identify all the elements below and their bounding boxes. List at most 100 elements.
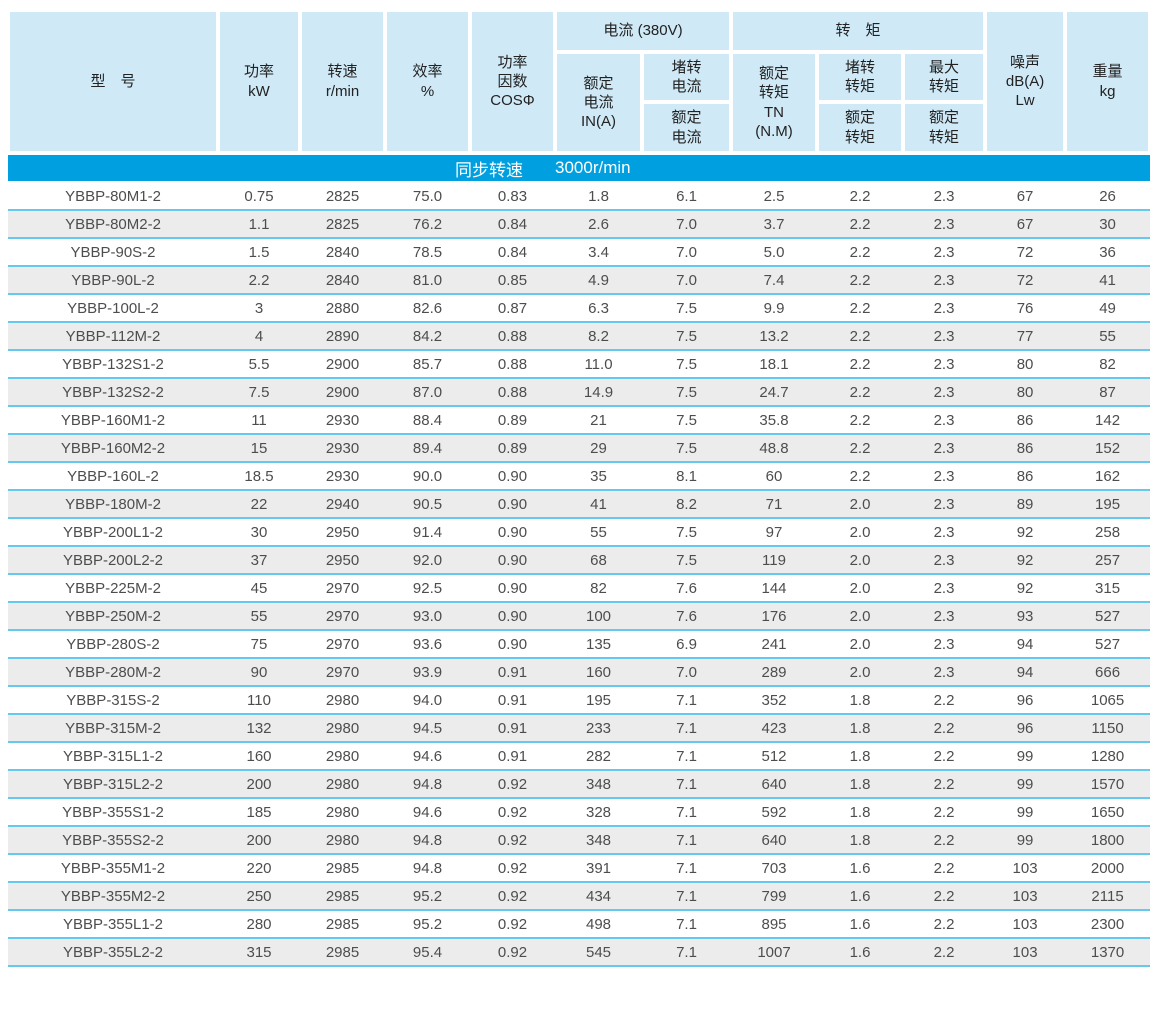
model-cell: YBBP-315L2-2 <box>8 771 218 799</box>
value-cell: 4 <box>218 323 300 351</box>
value-cell: 2825 <box>300 211 385 239</box>
value-cell: 91.4 <box>385 519 470 547</box>
value-cell: 94.0 <box>385 687 470 715</box>
value-cell: 94.5 <box>385 715 470 743</box>
value-cell: 41 <box>555 491 642 519</box>
header-group-row: 型 号 功率 kW 转速 r/min 效率 % 功率 因数 COSΦ 电流 (3… <box>8 10 1151 153</box>
value-cell: 315 <box>1065 575 1151 603</box>
value-cell: 1570 <box>1065 771 1151 799</box>
value-cell: 87.0 <box>385 379 470 407</box>
value-cell: 195 <box>1065 491 1151 519</box>
value-cell: 3.4 <box>555 239 642 267</box>
value-cell: 2.3 <box>903 323 986 351</box>
value-cell: 92 <box>985 519 1066 547</box>
value-cell: 2.2 <box>817 435 904 463</box>
model-cell: YBBP-355L1-2 <box>8 911 218 939</box>
value-cell: 2840 <box>300 239 385 267</box>
sync-speed-band-cell: 同步转速 3000r/min <box>8 153 1151 183</box>
value-cell: 93.9 <box>385 659 470 687</box>
value-cell: 85.7 <box>385 351 470 379</box>
value-cell: 96 <box>985 687 1066 715</box>
value-cell: 512 <box>731 743 818 771</box>
value-cell: 1.8 <box>817 715 904 743</box>
value-cell: 2900 <box>300 351 385 379</box>
table-row: YBBP-225M-2 45 2970 92.5 0.90 82 7.6 144 2.0 2.3 9… <box>8 575 1151 603</box>
value-cell: 2.3 <box>903 463 986 491</box>
value-cell: 527 <box>1065 603 1151 631</box>
value-cell: 55 <box>1065 323 1151 351</box>
value-cell: 258 <box>1065 519 1151 547</box>
table-header: 型 号 功率 kW 转速 r/min 效率 % 功率 因数 COSΦ 电流 (3… <box>8 10 1151 153</box>
col-header-speed: 转速 r/min <box>300 10 385 153</box>
value-cell: 94.6 <box>385 799 470 827</box>
value-cell: 2980 <box>300 743 385 771</box>
model-cell: YBBP-80M1-2 <box>8 183 218 211</box>
value-cell: 2.3 <box>903 603 986 631</box>
value-cell: 2.3 <box>903 631 986 659</box>
table-row: YBBP-90L-2 2.2 2840 81.0 0.85 4.9 7.0 7.4 2.2 2.3… <box>8 267 1151 295</box>
value-cell: 2.3 <box>903 407 986 435</box>
value-cell: 89.4 <box>385 435 470 463</box>
model-cell: YBBP-90L-2 <box>8 267 218 295</box>
col-header-max-torque-denominator: 额定 转矩 <box>903 102 986 153</box>
value-cell: 2.0 <box>817 547 904 575</box>
value-cell: 2985 <box>300 855 385 883</box>
value-cell: 95.2 <box>385 911 470 939</box>
value-cell: 2.0 <box>817 491 904 519</box>
value-cell: 348 <box>555 827 642 855</box>
col-header-weight: 重量 kg <box>1065 10 1151 153</box>
value-cell: 80 <box>985 379 1066 407</box>
value-cell: 592 <box>731 799 818 827</box>
value-cell: 55 <box>555 519 642 547</box>
value-cell: 1370 <box>1065 939 1151 967</box>
value-cell: 2.2 <box>903 799 986 827</box>
value-cell: 29 <box>555 435 642 463</box>
sync-speed-label: 同步转速 <box>455 160 523 180</box>
value-cell: 257 <box>1065 547 1151 575</box>
value-cell: 423 <box>731 715 818 743</box>
model-cell: YBBP-315S-2 <box>8 687 218 715</box>
value-cell: 94 <box>985 659 1066 687</box>
table-row: YBBP-160L-2 18.5 2930 90.0 0.90 35 8.1 60 2.2 2.3… <box>8 463 1151 491</box>
table-body: YBBP-80M1-2 0.75 2825 75.0 0.83 1.8 6.1 2.5 2.2 2… <box>8 183 1151 967</box>
value-cell: 2980 <box>300 715 385 743</box>
value-cell: 200 <box>218 771 300 799</box>
value-cell: 75.0 <box>385 183 470 211</box>
value-cell: 0.88 <box>470 351 555 379</box>
value-cell: 2.2 <box>817 323 904 351</box>
value-cell: 7.5 <box>642 547 732 575</box>
value-cell: 5.0 <box>731 239 818 267</box>
value-cell: 0.88 <box>470 323 555 351</box>
value-cell: 94.6 <box>385 743 470 771</box>
value-cell: 2970 <box>300 603 385 631</box>
value-cell: 527 <box>1065 631 1151 659</box>
model-cell: YBBP-355L2-2 <box>8 939 218 967</box>
value-cell: 0.90 <box>470 463 555 491</box>
value-cell: 2.2 <box>817 295 904 323</box>
value-cell: 2970 <box>300 631 385 659</box>
value-cell: 72 <box>985 239 1066 267</box>
value-cell: 5.5 <box>218 351 300 379</box>
model-cell: YBBP-200L1-2 <box>8 519 218 547</box>
model-cell: YBBP-315L1-2 <box>8 743 218 771</box>
value-cell: 18.1 <box>731 351 818 379</box>
value-cell: 7.5 <box>642 379 732 407</box>
table-row: YBBP-355L1-2 280 2985 95.2 0.92 498 7.1 895 1.6 2… <box>8 911 1151 939</box>
value-cell: 1.8 <box>817 743 904 771</box>
value-cell: 13.2 <box>731 323 818 351</box>
value-cell: 2.3 <box>903 351 986 379</box>
model-cell: YBBP-355M2-2 <box>8 883 218 911</box>
value-cell: 2950 <box>300 547 385 575</box>
value-cell: 8.2 <box>642 491 732 519</box>
value-cell: 640 <box>731 827 818 855</box>
value-cell: 0.92 <box>470 939 555 967</box>
value-cell: 2.2 <box>817 239 904 267</box>
value-cell: 92 <box>985 575 1066 603</box>
value-cell: 0.92 <box>470 855 555 883</box>
value-cell: 60 <box>731 463 818 491</box>
value-cell: 96 <box>985 715 1066 743</box>
col-header-model: 型 号 <box>8 10 218 153</box>
value-cell: 99 <box>985 743 1066 771</box>
value-cell: 82.6 <box>385 295 470 323</box>
model-cell: YBBP-225M-2 <box>8 575 218 603</box>
